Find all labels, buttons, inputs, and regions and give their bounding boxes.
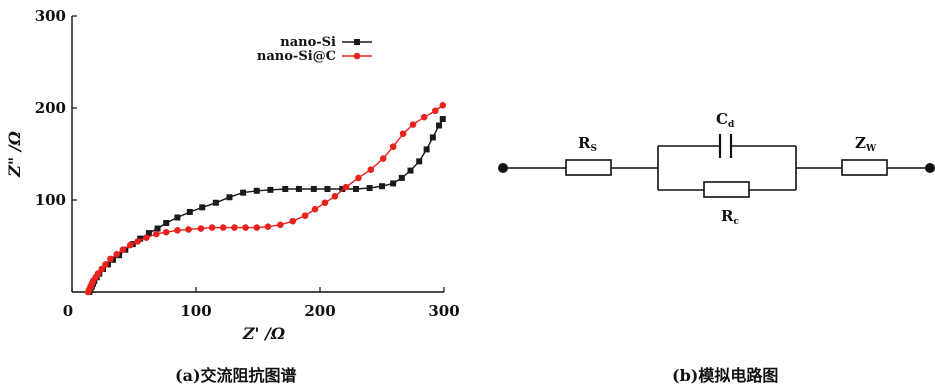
data-point [366,185,373,192]
data-point [289,217,297,225]
label-rc: Rc [721,207,739,227]
data-point [439,101,447,109]
data-point [134,238,142,245]
data-point [399,130,407,138]
y-tick-label: 200 [35,99,66,117]
data-point [137,235,144,242]
data-point [219,224,227,231]
data-point [98,265,106,273]
y-tick-label: 100 [35,191,66,209]
warburg-element [841,159,888,176]
data-point [282,185,289,192]
data-point [301,212,309,219]
label-rs: RS [578,134,597,154]
y-axis-title: Z" /Ω [5,130,24,177]
data-point [367,166,375,173]
data-point [267,186,274,193]
data-point [352,185,359,192]
data-point [432,107,439,115]
data-point [416,158,423,165]
data-point [240,189,247,196]
resistor-rs [565,159,612,176]
data-point [163,220,170,226]
data-point [390,180,397,187]
data-point [379,155,387,162]
data-point [277,221,284,229]
data-point [197,225,205,232]
data-point [321,199,329,207]
x-axis-title: Z' /Ω [242,324,286,343]
data-point [423,146,430,153]
data-point [94,270,102,277]
data-point [355,174,362,182]
x-tick-label: 300 [428,302,459,320]
data-point [379,183,385,190]
series-nano-si [86,116,446,295]
series-nano-si-c [84,101,447,296]
equivalent-circuit: RS Cd Rc ZW [498,110,935,227]
data-point [409,121,417,128]
data-point [126,241,134,249]
data-point [212,199,219,206]
legend-marker [353,52,361,60]
legend-marker [354,39,360,45]
data-point [102,261,109,268]
data-point [113,250,120,258]
data-point [398,174,405,181]
data-point [199,204,206,211]
caption-b: (b)模拟电路图 [672,366,779,385]
data-point [253,224,261,231]
nyquist-chart: 0 100 200 300 100 200 300 Z' /Ω Z" /Ω nano-Sinan… [5,7,460,343]
series-line-nano-si-c [87,104,444,293]
data-point [162,228,170,236]
data-point [420,113,428,121]
x-tick-label: 0 [63,302,73,320]
x-tick-label: 200 [304,302,335,320]
y-tick-label: 300 [35,7,66,25]
data-point [208,224,216,231]
data-point [331,193,339,200]
data-point [407,167,414,174]
data-point [264,223,272,230]
data-point [119,246,127,253]
legend-label: nano-Si@C [257,49,336,64]
data-point [295,185,302,192]
data-point [342,183,350,191]
data-point [174,214,181,221]
series-layer [84,101,447,296]
data-point [231,224,238,231]
data-point [311,205,319,213]
data-point [429,134,436,141]
data-point [154,225,161,232]
axes: 0 100 200 300 100 200 300 Z' /Ω Z" /Ω [5,7,460,343]
data-point [439,116,446,123]
x-tick-label: 100 [180,302,211,320]
data-point [174,227,181,234]
data-point [226,194,233,201]
data-point [145,230,152,237]
data-point [107,255,114,263]
label-zw: ZW [855,134,877,154]
data-point [242,224,249,231]
data-point [185,226,192,233]
legend-label: nano-Si [280,35,336,50]
series-line-nano-si [88,118,444,293]
label-cd: Cd [716,110,735,130]
data-point [143,234,150,242]
data-point [436,122,443,129]
resistor-rc [703,181,750,198]
data-point [253,187,260,194]
data-point [324,185,331,192]
caption-a: (a)交流阻抗图谱 [175,366,297,385]
data-point [310,185,317,192]
data-point [186,208,193,215]
data-point [339,185,346,192]
data-point [153,230,160,238]
data-point [389,143,397,150]
